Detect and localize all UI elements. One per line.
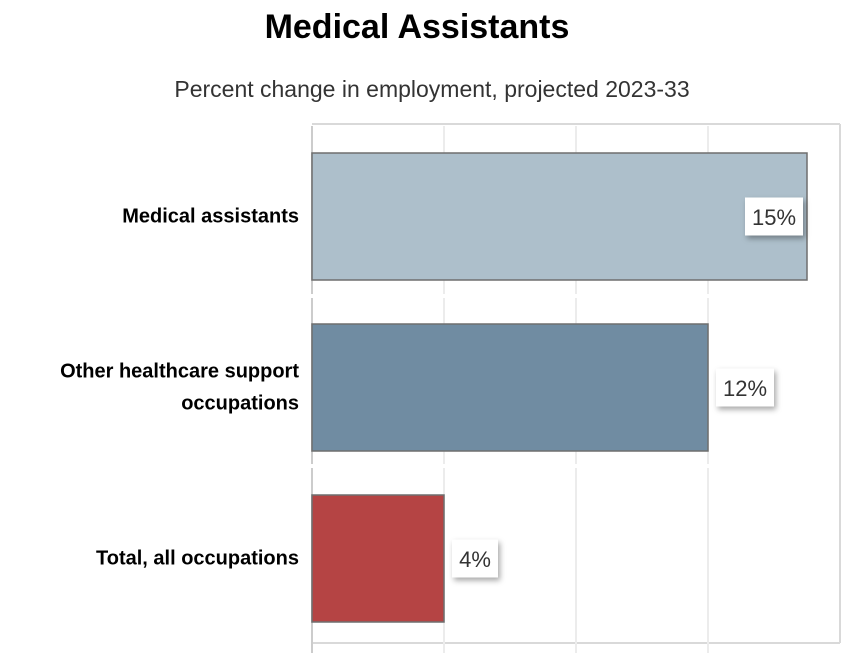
category-label: Other healthcare support occupations [60,361,299,415]
data-label-text: 15% [752,205,796,230]
data-labels: 15% 12% 4% [452,197,803,578]
category-label: Total, all occupations [96,548,299,570]
chart-subtitle: Percent change in employment, projected … [174,76,690,102]
data-label-box [745,197,803,236]
data-label-text: 12% [723,376,767,401]
bar [311,152,808,281]
bar [311,494,445,623]
category-label: Medical assistants [122,206,299,228]
data-label-box [452,539,498,578]
data-label: 4% [452,539,498,578]
data-label: 15% [745,197,803,236]
category-labels: Medical assistants Other healthcare suppo… [60,206,299,570]
data-label: 12% [716,368,774,407]
data-label-box [716,368,774,407]
bar [311,323,709,452]
bars [311,152,808,623]
data-label-text: 4% [459,547,491,572]
chart-title: Medical Assistants [264,8,570,46]
